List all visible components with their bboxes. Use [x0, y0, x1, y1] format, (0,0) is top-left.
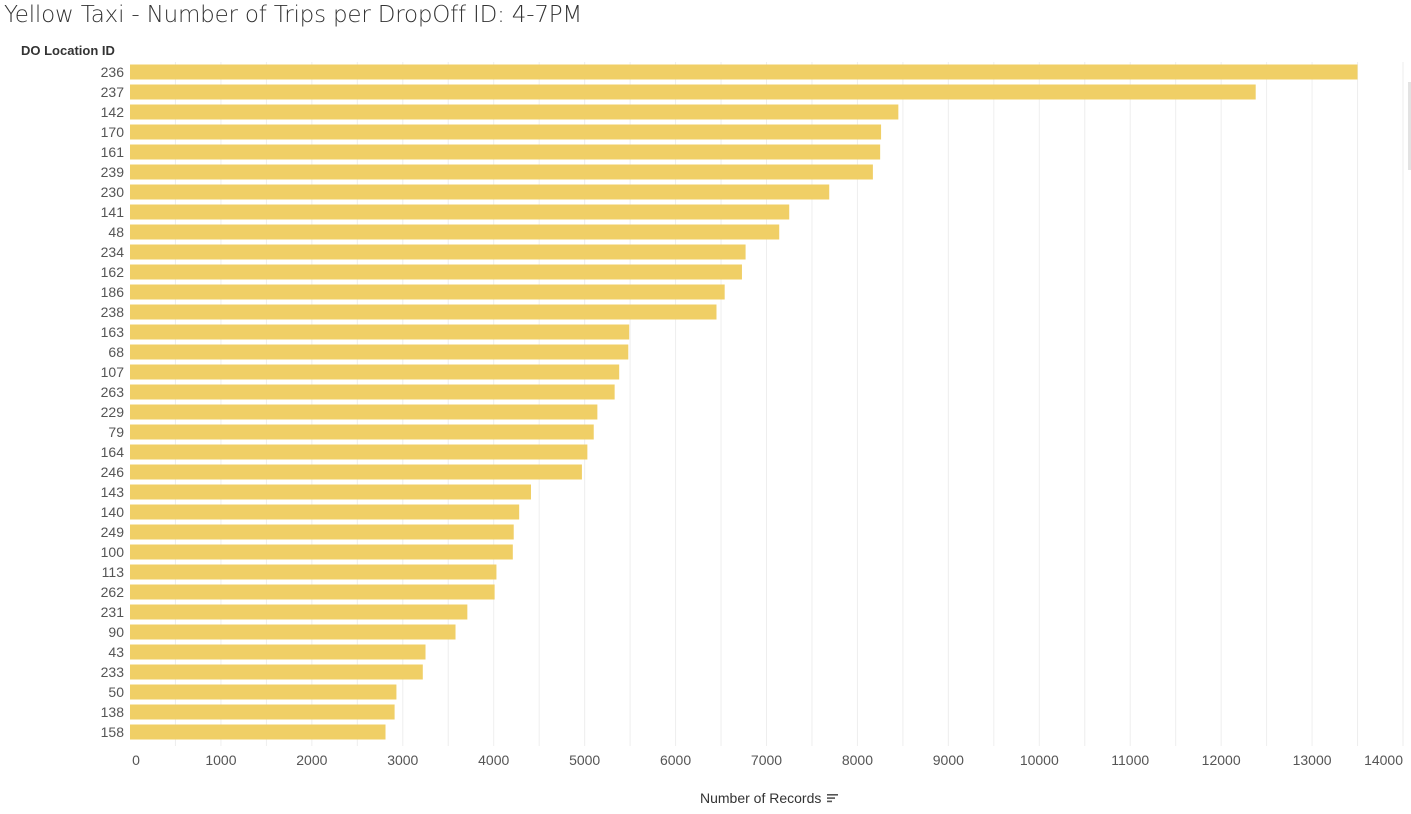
y-tick-label[interactable]: 230 [101, 184, 125, 200]
bar-107[interactable] [130, 364, 620, 380]
x-tick-label: 11000 [1111, 752, 1149, 768]
bar-48[interactable] [130, 224, 780, 240]
bar-100[interactable] [130, 544, 513, 560]
bar-239[interactable] [130, 164, 873, 180]
x-tick-labels: 0 1000 2000 3000 4000 5000 6000 7000 8000 9000 100… [132, 752, 1403, 768]
bar-234[interactable] [130, 244, 746, 260]
y-tick-label[interactable]: 100 [101, 544, 125, 560]
bar-138[interactable] [130, 704, 395, 720]
y-axis-title[interactable]: DO Location ID [21, 43, 115, 58]
y-tick-label[interactable]: 50 [108, 684, 124, 700]
bar-246[interactable] [130, 464, 582, 480]
bar-163[interactable] [130, 324, 630, 340]
y-tick-label[interactable]: 249 [101, 524, 125, 540]
x-tick-label: 6000 [660, 752, 691, 768]
bar-43[interactable] [130, 644, 426, 660]
y-tick-label[interactable]: 107 [101, 364, 125, 380]
y-tick-label[interactable]: 142 [101, 104, 125, 120]
y-tick-label[interactable]: 43 [108, 644, 124, 660]
y-tick-label[interactable]: 233 [101, 664, 125, 680]
x-tick-label: 5000 [569, 752, 600, 768]
y-tick-label[interactable]: 90 [108, 624, 124, 640]
y-tick-label[interactable]: 79 [108, 424, 124, 440]
y-tick-label[interactable]: 113 [102, 564, 125, 580]
y-tick-label[interactable]: 238 [101, 304, 125, 320]
x-axis-title: Number of Records [700, 790, 822, 806]
bar-79[interactable] [130, 424, 594, 440]
y-tick-label[interactable]: 234 [101, 244, 125, 260]
bar-164[interactable] [130, 444, 588, 460]
y-tick-label[interactable]: 170 [101, 124, 125, 140]
bar-170[interactable] [130, 124, 882, 140]
x-tick-label: 0 [132, 752, 140, 768]
y-tick-label[interactable]: 48 [108, 224, 124, 240]
x-tick-label: 12000 [1202, 752, 1241, 768]
bars [130, 64, 1358, 740]
y-tick-label[interactable]: 163 [101, 324, 125, 340]
y-tick-label[interactable]: 140 [101, 504, 125, 520]
sort-descending-icon[interactable] [827, 790, 839, 806]
bar-161[interactable] [130, 144, 881, 160]
y-tick-label[interactable]: 229 [101, 404, 125, 420]
y-tick-labels: 236 237 142 170 161 239 230 141 48 234 162 186 238 16… [101, 64, 125, 740]
bar-237[interactable] [130, 84, 1256, 100]
bar-249[interactable] [130, 524, 514, 540]
bar-143[interactable] [130, 484, 531, 500]
y-tick-label[interactable]: 162 [101, 264, 125, 280]
x-tick-label: 4000 [478, 752, 509, 768]
bar-236[interactable] [130, 64, 1358, 80]
bar-262[interactable] [130, 584, 495, 600]
x-tick-label: 10000 [1020, 752, 1059, 768]
x-tick-label: 8000 [842, 752, 873, 768]
y-tick-label[interactable]: 138 [101, 704, 125, 720]
y-tick-label[interactable]: 164 [101, 444, 125, 460]
bar-162[interactable] [130, 264, 742, 280]
y-tick-label[interactable]: 141 [101, 204, 125, 220]
bar-113[interactable] [130, 564, 497, 580]
bar-142[interactable] [130, 104, 899, 120]
y-tick-label[interactable]: 231 [101, 604, 125, 620]
scrollbar[interactable] [1408, 82, 1411, 170]
y-tick-label[interactable]: 263 [101, 384, 125, 400]
bar-158[interactable] [130, 724, 386, 740]
bar-68[interactable] [130, 344, 629, 360]
x-tick-label: 1000 [205, 752, 236, 768]
y-tick-label[interactable]: 237 [101, 84, 125, 100]
bar-230[interactable] [130, 184, 830, 200]
bar-263[interactable] [130, 384, 615, 400]
bar-238[interactable] [130, 304, 717, 320]
x-tick-label: 14000 [1364, 752, 1403, 768]
bar-141[interactable] [130, 204, 790, 220]
y-tick-label[interactable]: 186 [101, 284, 125, 300]
bar-231[interactable] [130, 604, 468, 620]
y-tick-label[interactable]: 68 [108, 344, 124, 360]
bar-50[interactable] [130, 684, 397, 700]
y-tick-label[interactable]: 262 [101, 584, 125, 600]
bar-140[interactable] [130, 504, 520, 520]
y-tick-label[interactable]: 246 [101, 464, 125, 480]
bar-229[interactable] [130, 404, 598, 420]
y-tick-label[interactable]: 239 [101, 164, 125, 180]
y-tick-label[interactable]: 236 [101, 64, 125, 80]
x-axis-title-group[interactable]: Number of Records [700, 790, 839, 807]
x-tick-label: 7000 [751, 752, 782, 768]
x-tick-label: 9000 [933, 752, 964, 768]
bar-186[interactable] [130, 284, 725, 300]
chart-title: Yellow Taxi - Number of Trips per DropOf… [4, 2, 583, 28]
x-tick-label: 2000 [296, 752, 327, 768]
y-tick-label[interactable]: 143 [101, 484, 125, 500]
y-tick-label[interactable]: 158 [101, 724, 125, 740]
x-tick-label: 3000 [387, 752, 418, 768]
y-tick-label[interactable]: 161 [101, 144, 125, 160]
x-tick-label: 13000 [1293, 752, 1332, 768]
bar-90[interactable] [130, 624, 456, 640]
bar-233[interactable] [130, 664, 423, 680]
